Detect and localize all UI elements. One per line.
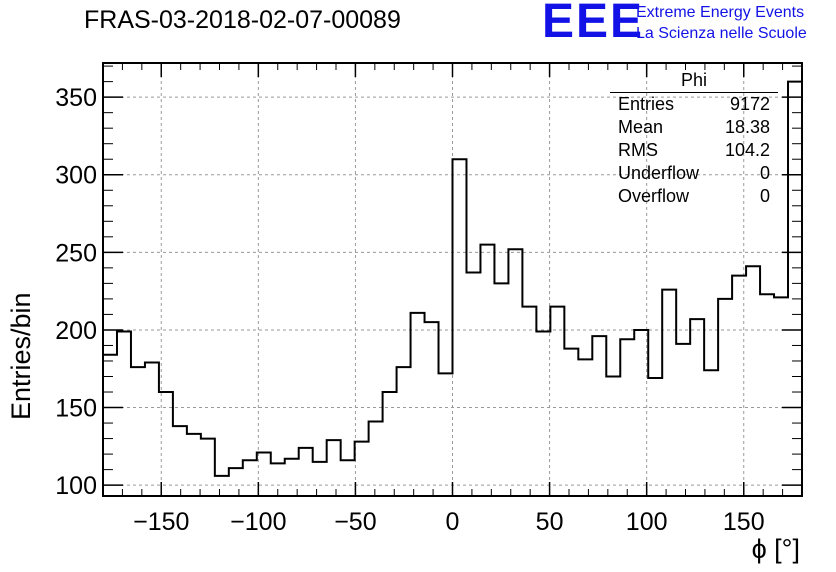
chart-title: FRAS-03-2018-02-07-00089: [84, 6, 401, 34]
stats-label: Underflow: [618, 163, 700, 183]
y-tick-label: 250: [55, 239, 97, 267]
x-tick-label: 0: [446, 508, 460, 536]
y-tick-label: 300: [55, 162, 97, 190]
x-tick-label: −100: [230, 508, 286, 536]
y-tick-label: 200: [55, 317, 97, 345]
x-tick-label: 100: [626, 508, 668, 536]
stats-title: Phi: [610, 70, 778, 93]
stats-box: Phi Entries 9172 Mean 18.38 RMS 104.2 Un…: [610, 70, 778, 208]
logo-line-1: Extreme Energy Events: [636, 4, 805, 21]
y-tick-label: 100: [55, 472, 97, 500]
x-tick-label: 150: [723, 508, 765, 536]
stats-label: Entries: [618, 94, 675, 114]
stats-value: 104.2: [724, 140, 770, 160]
stats-row-rms: RMS 104.2: [610, 139, 778, 162]
x-tick-label: 50: [536, 508, 564, 536]
stats-row-entries: Entries 9172: [610, 93, 778, 116]
tick-labels: −150 −100 −50 0 50 100 150 100 150 200 250 300 350: [55, 84, 764, 536]
plot-frame: [102, 62, 803, 497]
stats-value: 9172: [729, 94, 770, 114]
x-tick-label: −50: [334, 508, 376, 536]
y-tick-label: 150: [55, 395, 97, 423]
x-axis-label: ϕ [°]: [751, 534, 800, 564]
x-tick-label: −150: [133, 508, 189, 536]
stats-label: RMS: [618, 140, 658, 160]
stats-value: 18.38: [724, 117, 770, 137]
stats-row-overflow: Overflow 0: [610, 185, 778, 208]
stats-label: Mean: [618, 117, 664, 137]
histogram-step-line: [103, 80, 802, 477]
y-axis-label: Entries/bin: [6, 292, 36, 420]
stats-label: Overflow: [618, 186, 690, 206]
stats-value: 0: [759, 186, 770, 206]
eee-logo: EEE: [542, 0, 645, 48]
stats-value: 0: [759, 163, 770, 183]
stats-row-underflow: Underflow 0: [610, 162, 778, 185]
logo-line-2: La Scienza nelle Scuole: [636, 25, 807, 42]
y-tick-label: 350: [55, 84, 97, 112]
grid-lines: [103, 63, 802, 496]
stats-row-mean: Mean 18.38: [610, 116, 778, 139]
